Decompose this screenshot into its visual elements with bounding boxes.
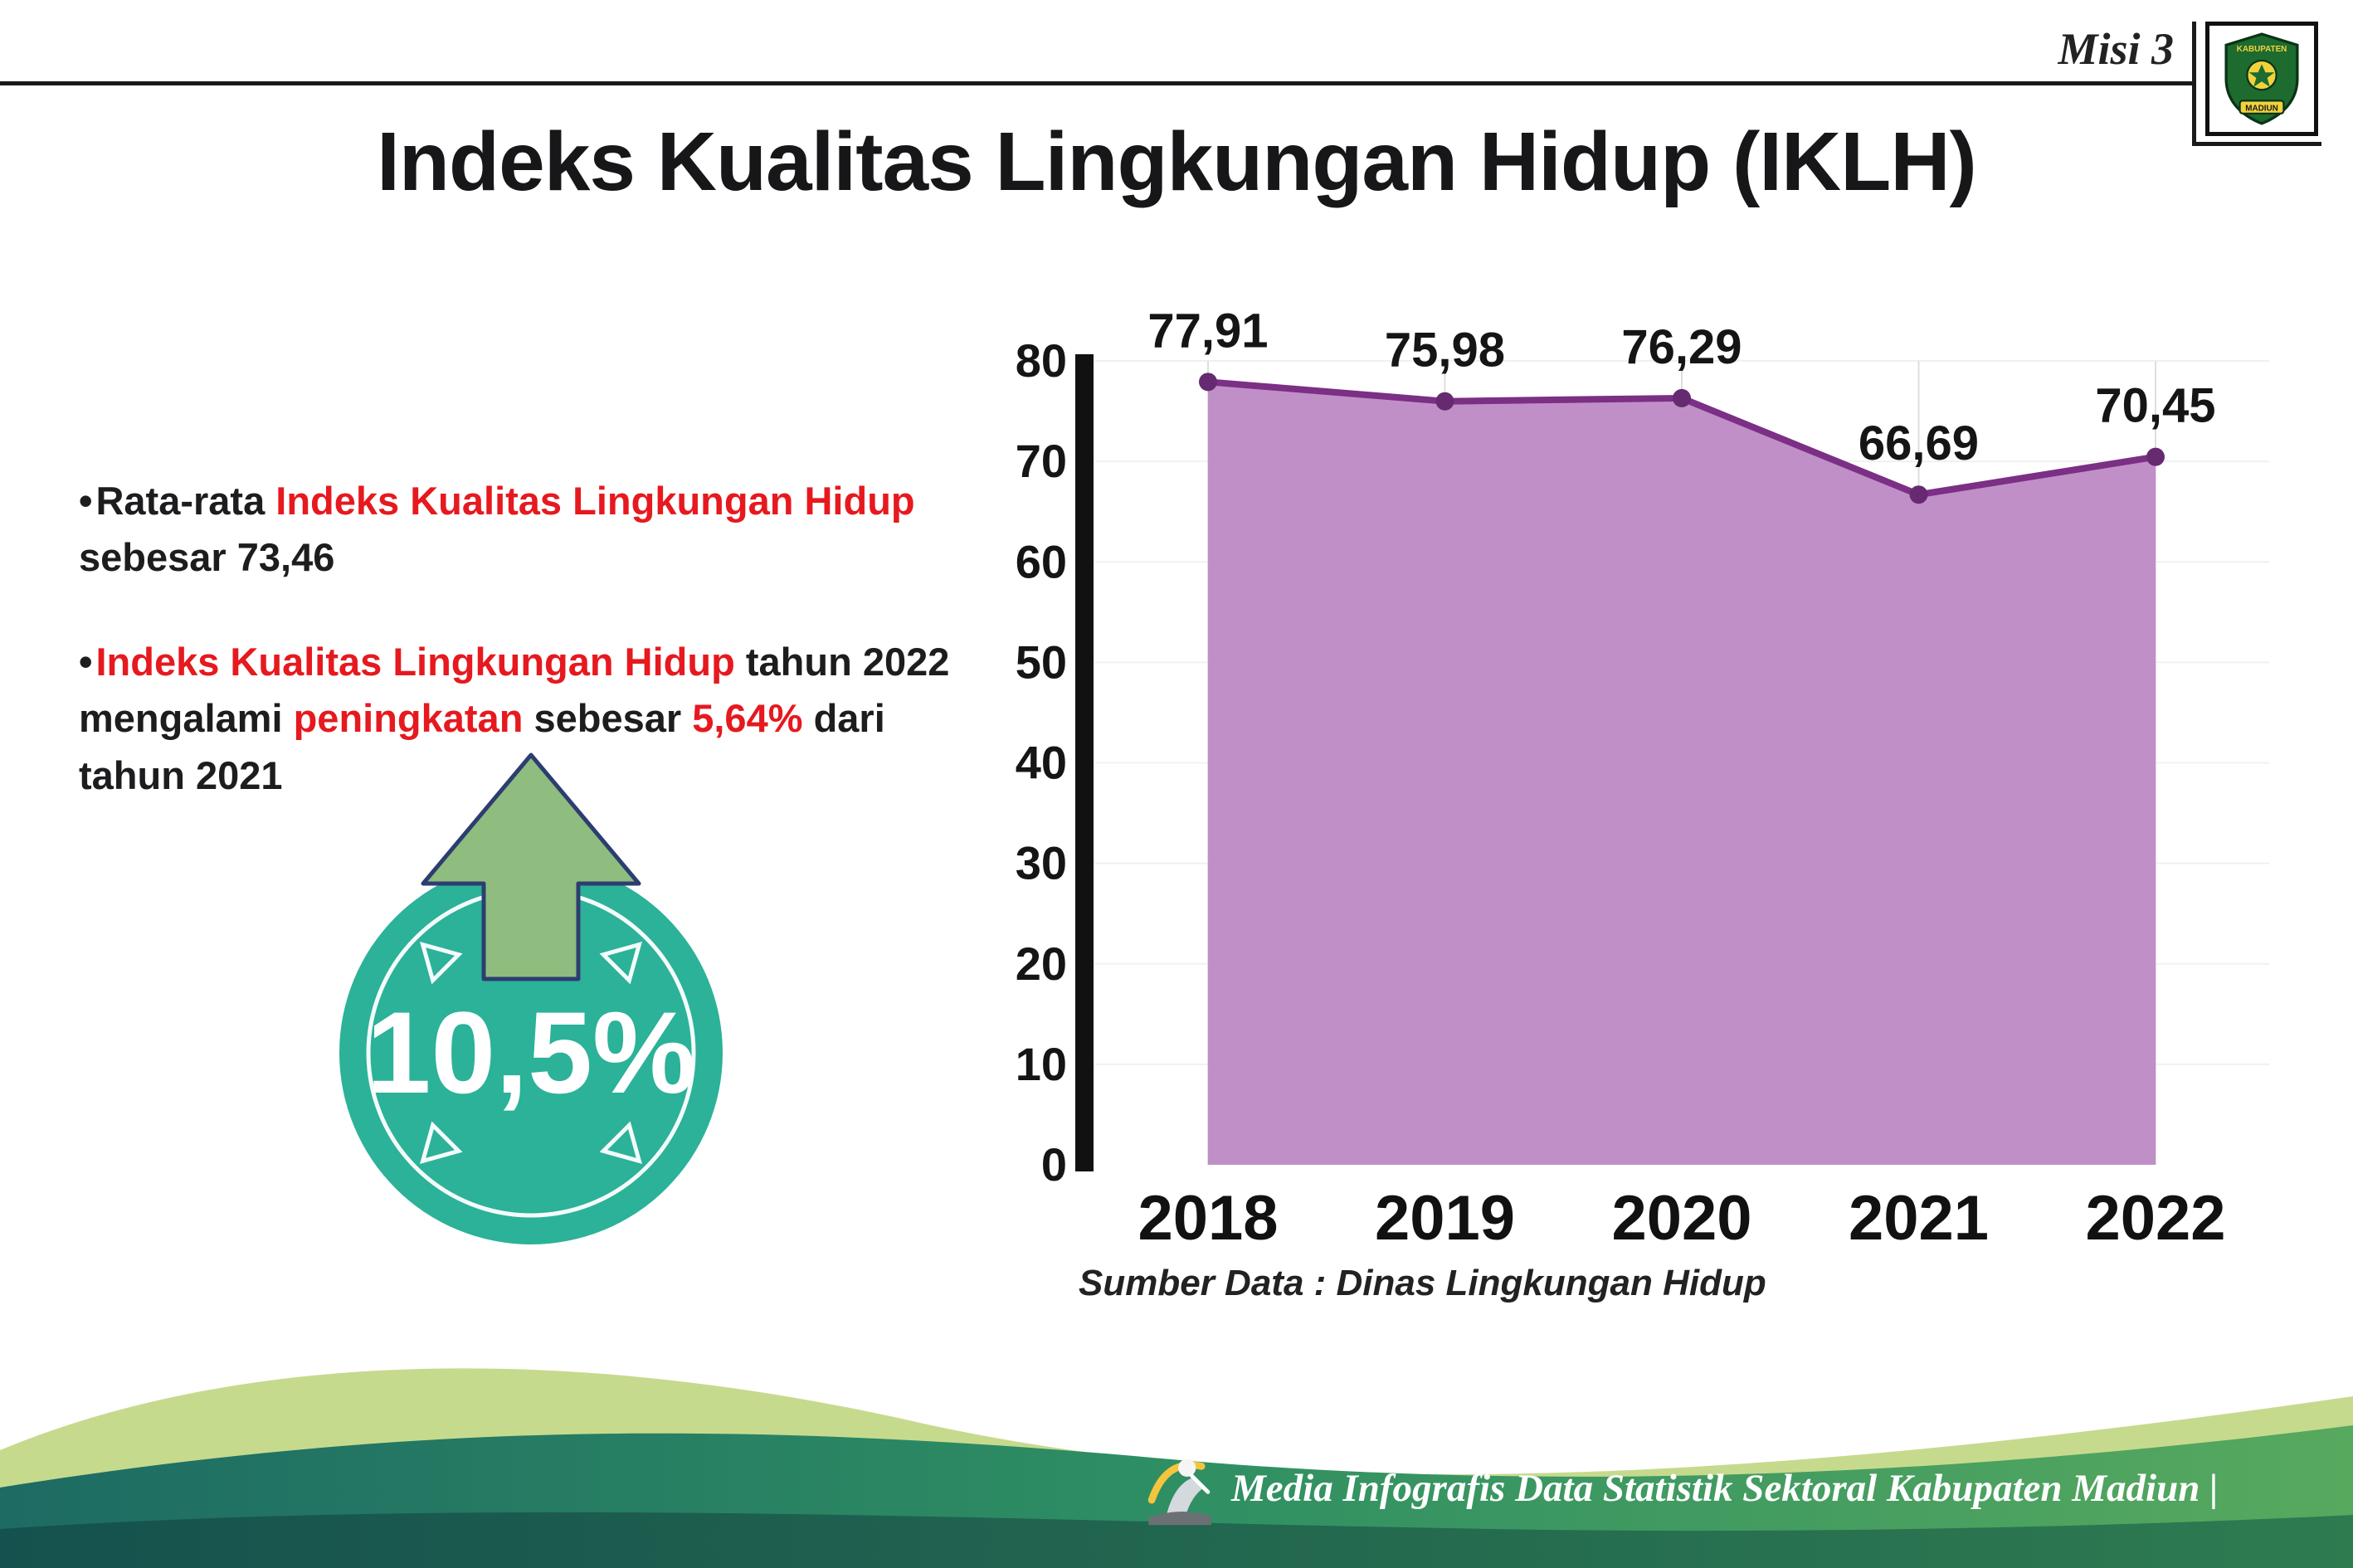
x-category-label: 2019 <box>1375 1183 1515 1254</box>
badge-tick-triangles <box>420 942 642 1164</box>
data-label: 66,69 <box>1859 416 1979 470</box>
logo-bracket-horizontal <box>2192 142 2321 146</box>
badge-value: 10,5% <box>367 987 696 1118</box>
body-text: sebesar <box>523 696 693 741</box>
data-label: 75,98 <box>1385 324 1505 377</box>
y-tick-label: 60 <box>1016 535 1067 587</box>
y-tick-label: 70 <box>1016 435 1067 487</box>
iklh-chart: 77,91 75,98 76,29 66,69 70,45 0 10 20 30 40 50 60 70… <box>1016 304 2269 1254</box>
kabupaten-madiun-logo: KABUPATEN MADIUN <box>2205 22 2318 136</box>
chart-marker <box>1673 388 1691 407</box>
data-label: 76,29 <box>1621 320 1742 374</box>
y-tick-label: 30 <box>1016 837 1067 889</box>
misi-label: Misi 3 <box>2058 24 2174 74</box>
y-tick-label: 50 <box>1016 635 1067 688</box>
logo-bracket-vertical <box>2192 22 2196 146</box>
data-label: 70,45 <box>2095 379 2215 433</box>
body-text: Rata-rata <box>95 479 276 523</box>
chart-area <box>1208 382 2156 1165</box>
page-title: Indeks Kualitas Lingkungan Hidup (IKLH) <box>377 115 1977 208</box>
bullet-item: Indeks Kualitas Lingkungan Hidup tahun 2… <box>79 634 979 803</box>
y-tick-label: 80 <box>1016 334 1067 387</box>
data-label: 77,91 <box>1147 304 1268 358</box>
up-arrow-icon <box>421 752 641 981</box>
x-category-label: 2018 <box>1138 1183 1278 1254</box>
logo-text-top: KABUPATEN <box>2237 45 2287 54</box>
y-tick-label: 20 <box>1016 937 1067 990</box>
bullet-list: Rata-rata Indeks Kualitas Lingkungan Hid… <box>79 473 979 852</box>
crest-icon: KABUPATEN MADIUN <box>2224 32 2299 125</box>
highlighted-text: Indeks Kualitas Lingkungan Hidup <box>275 479 915 523</box>
bullet-item: Rata-rata Indeks Kualitas Lingkungan Hid… <box>79 473 979 586</box>
chart-marker <box>1199 373 1217 392</box>
footer: Media Infografis Data Statistik Sektoral… <box>1143 1450 2218 1527</box>
chart-marker <box>2146 447 2165 466</box>
body-text: sebesar 73,46 <box>79 535 335 580</box>
x-category-label: 2020 <box>1611 1183 1751 1254</box>
x-category-label: 2021 <box>1849 1183 1989 1254</box>
body-text: dari tahun 2021 <box>79 696 885 797</box>
y-tick-label: 10 <box>1016 1038 1067 1090</box>
infografis-logo-icon <box>1147 1458 1211 1526</box>
y-tick-label: 40 <box>1016 737 1067 789</box>
highlighted-text: 5,64% <box>692 696 803 741</box>
highlighted-text: Indeks Kualitas Lingkungan Hidup <box>95 640 735 684</box>
wave-bottom <box>0 1512 2353 1568</box>
y-tick-label: 0 <box>1041 1138 1067 1191</box>
footer-waves <box>0 1368 2353 1568</box>
chart-marker <box>1909 485 1928 504</box>
logo-text-bottom: MADIUN <box>2245 105 2278 114</box>
increase-badge: 10,5% <box>339 752 723 1244</box>
chart-marker <box>1435 392 1454 411</box>
footer-text: Media Infografis Data Statistik Sektoral… <box>1231 1467 2219 1510</box>
y-axis-bar <box>1075 354 1094 1171</box>
header-rule <box>0 81 2192 85</box>
badge-circle <box>339 861 723 1244</box>
x-category-label: 2022 <box>2085 1183 2225 1254</box>
highlighted-text: peningkatan <box>293 696 524 741</box>
body-text: tahun 2022 mengalami <box>79 640 950 741</box>
data-source-label: Sumber Data : Dinas Lingkungan Hidup <box>1079 1263 1766 1303</box>
